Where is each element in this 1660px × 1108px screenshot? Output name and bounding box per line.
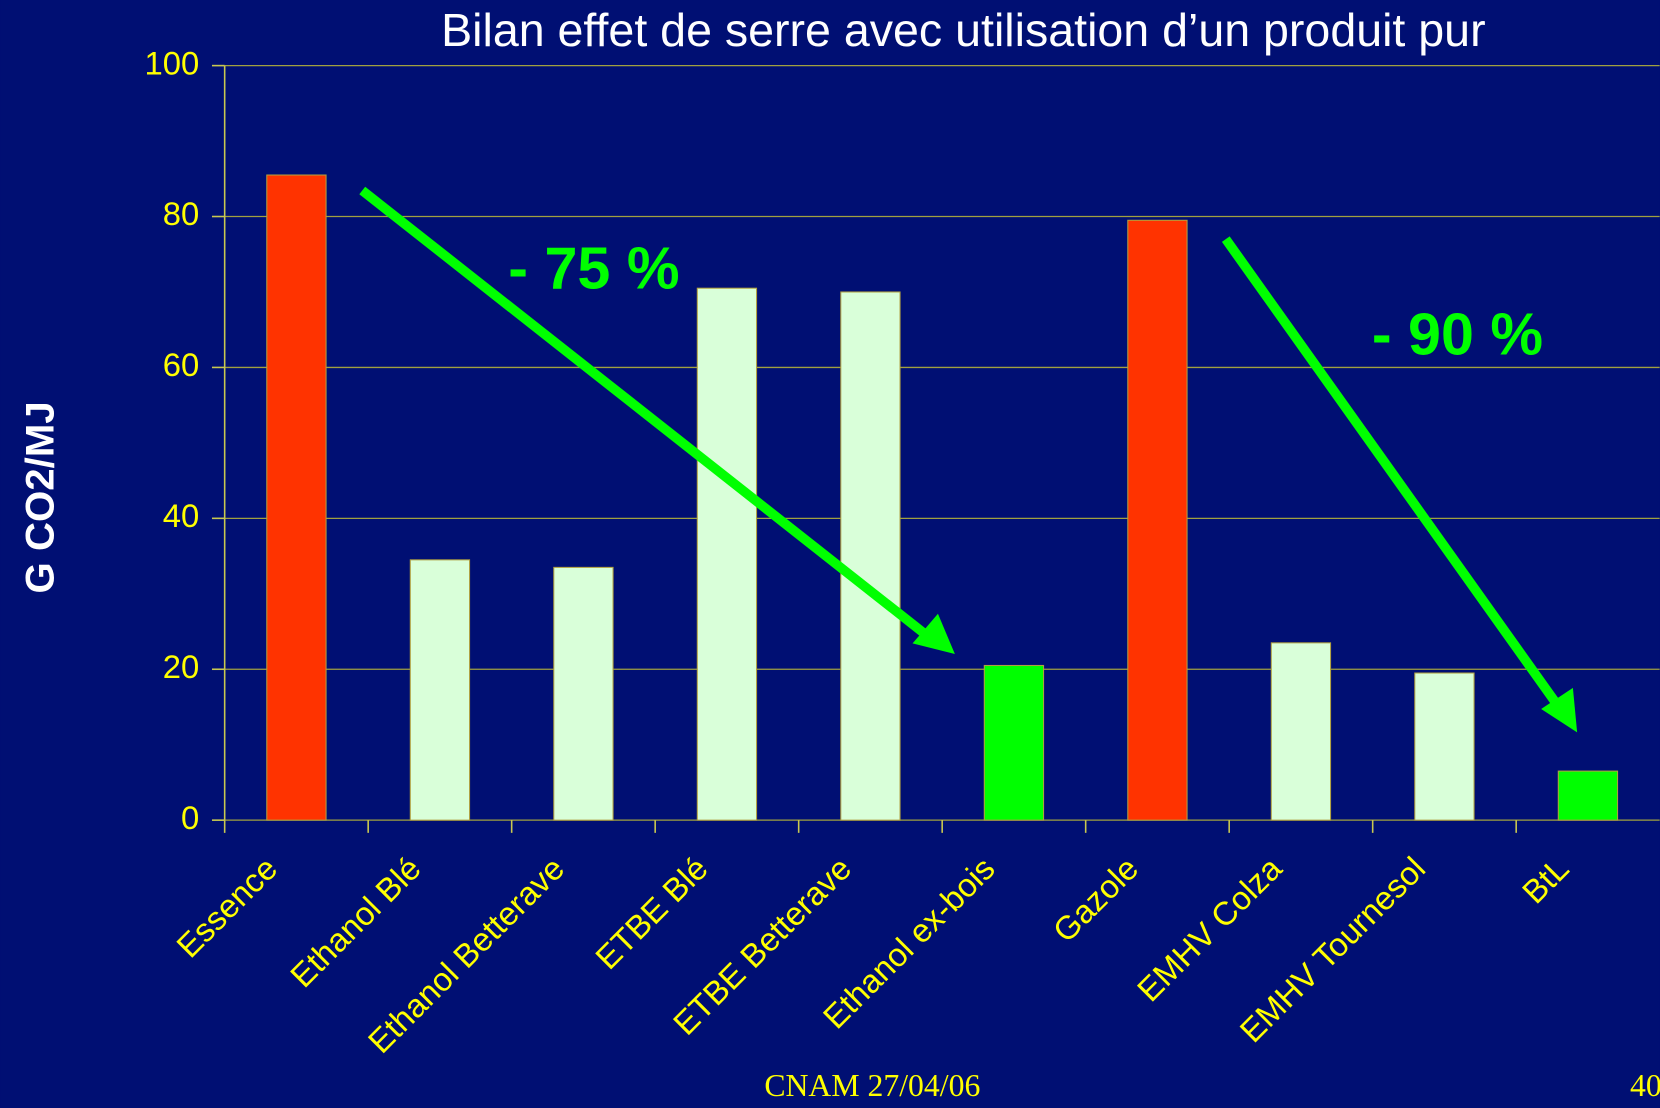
bar <box>983 664 1045 821</box>
bar <box>409 559 471 821</box>
bar <box>1127 219 1188 821</box>
y-tick-label: 100 <box>145 44 200 81</box>
bar <box>1557 770 1619 821</box>
y-tick-label: 60 <box>163 346 199 383</box>
bar <box>1414 672 1475 821</box>
bar <box>266 174 327 821</box>
footer: CNAM 27/04/06 <box>764 1068 980 1103</box>
annotation: - 75 % <box>508 235 679 302</box>
page-number: 40 <box>1630 1068 1660 1103</box>
annotation: - 90 % <box>1372 300 1543 367</box>
arrow <box>1221 236 1565 712</box>
y-tick-label: 40 <box>163 497 199 534</box>
bar <box>1270 642 1332 821</box>
y-tick-label: 20 <box>163 648 199 685</box>
bar <box>840 291 901 821</box>
arrowhead <box>1541 687 1578 733</box>
bar <box>553 566 614 821</box>
arrow <box>359 186 935 643</box>
y-axis-label: G CO2/MJ <box>17 401 62 593</box>
y-tick-label: 0 <box>181 799 199 836</box>
bar <box>696 287 758 821</box>
chart-title: Bilan effet de serre avec utilisation d’… <box>441 4 1486 56</box>
y-tick-label: 80 <box>163 195 199 232</box>
arrowhead <box>912 613 955 655</box>
